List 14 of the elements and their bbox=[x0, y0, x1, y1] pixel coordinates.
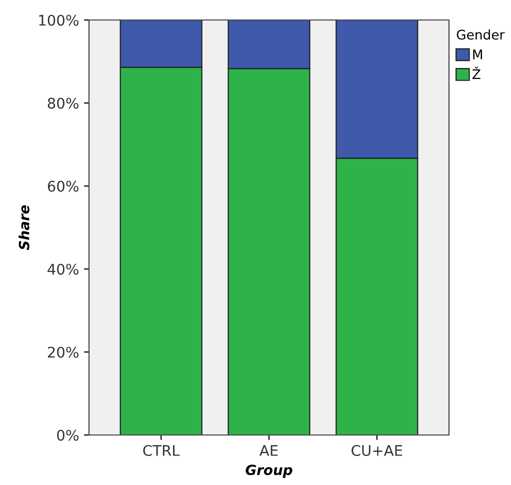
x-tick-label: CU+AE bbox=[352, 444, 402, 456]
y-tick-label: 40% bbox=[48, 264, 78, 275]
x-axis-title: Group bbox=[246, 464, 292, 478]
x-tick-label: CTRL bbox=[143, 444, 180, 456]
legend-label: Ž bbox=[472, 66, 480, 79]
y-tick-label: 20% bbox=[48, 346, 78, 358]
x-tick-label: AE bbox=[260, 445, 278, 456]
legend-label: M bbox=[473, 50, 482, 60]
y-tick-label: 60% bbox=[48, 180, 78, 192]
y-tick-label: 100% bbox=[39, 14, 78, 26]
y-tick-label: 0% bbox=[57, 430, 78, 441]
y-axis-title: Share bbox=[18, 205, 30, 250]
legend-title: Gender bbox=[456, 29, 505, 40]
y-tick-label: 80% bbox=[48, 98, 78, 109]
